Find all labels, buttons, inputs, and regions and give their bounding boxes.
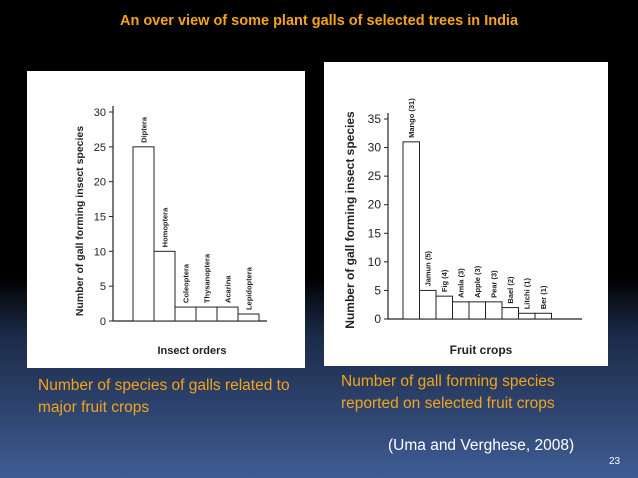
y-tick-label: 10	[94, 246, 106, 258]
bar-category-label: Acarina	[224, 275, 233, 303]
y-tick-label: 0	[374, 312, 381, 326]
y-tick-label: 15	[368, 226, 382, 240]
insect-orders-chart: 0 5 10 15 20 25 30 Diptera Homoptera Coleoptera Th…	[27, 71, 305, 368]
bar-category-label: Jamun (5)	[424, 251, 433, 287]
bar	[485, 301, 503, 320]
y-tick-label: 35	[368, 112, 382, 126]
bar-category-label: Litchi (1)	[523, 278, 532, 310]
bar-category-label: Homoptera	[161, 207, 170, 247]
bar-category-label: Amla (3)	[457, 268, 466, 298]
y-tick-label: 10	[368, 255, 382, 269]
slide-title: An over view of some plant galls of sele…	[119, 13, 519, 29]
citation: (Uma and Verghese, 2008)	[388, 437, 575, 454]
y-tick-label: 25	[94, 142, 106, 154]
bar	[195, 306, 218, 322]
bar-category-label: Diptera	[140, 116, 149, 143]
caption-right: Number of gall forming species reported …	[341, 373, 555, 412]
bar	[435, 295, 453, 320]
fruit-crops-chart: 0 5 10 15 20 25 30 35 Mango (31) Jamun (5) Fig (4)…	[324, 62, 608, 366]
y-axis-label: Number of gall forming insect species	[343, 111, 357, 329]
bar-category-label: Ber (1)	[539, 285, 548, 309]
bar-category-label: Coleoptera	[182, 263, 191, 303]
bar-category-label: Mango (31)	[407, 98, 416, 138]
y-tick-label: 5	[374, 283, 381, 297]
bar	[468, 301, 486, 320]
y-tick-label: 30	[368, 141, 382, 155]
page-number: 23	[609, 456, 621, 467]
y-tick-label: 30	[94, 107, 106, 119]
bar-category-label: Bael (2)	[506, 276, 515, 304]
bar	[452, 301, 470, 320]
bar	[402, 141, 420, 320]
bar	[237, 313, 260, 322]
bar	[153, 250, 176, 322]
y-tick-label: 25	[368, 169, 382, 183]
bar	[174, 306, 197, 322]
caption-left: Number of species of galls related to ma…	[38, 377, 290, 416]
x-axis-label: Fruit crops	[450, 343, 513, 357]
insect-orders-chart-svg: 0 5 10 15 20 25 30 Diptera Homoptera Coleoptera Th…	[74, 106, 267, 357]
fruit-crops-chart-svg: 0 5 10 15 20 25 30 35 Mango (31) Jamun (5) Fig (4)…	[343, 98, 582, 357]
bar	[216, 306, 239, 322]
bar-category-label: Apple (3)	[473, 265, 482, 298]
y-tick-label: 0	[100, 316, 106, 328]
bar-category-label: Fig (4)	[440, 269, 449, 292]
y-tick-label: 15	[94, 212, 106, 224]
y-tick-label: 20	[368, 198, 382, 212]
bar	[518, 312, 536, 320]
bar	[419, 289, 437, 320]
bar-category-label: Lepidoptera	[245, 266, 254, 310]
x-axis-label: Insect orders	[157, 345, 226, 357]
y-axis-label: Number of gall forming insect species	[74, 126, 86, 316]
y-tick-label: 5	[100, 281, 106, 293]
bar	[501, 307, 519, 320]
bar	[132, 146, 155, 322]
bar-category-label: Pear (3)	[490, 270, 499, 298]
bar-category-label: Thysanoptera	[203, 253, 212, 303]
bar	[534, 312, 552, 320]
y-tick-label: 20	[94, 177, 106, 189]
